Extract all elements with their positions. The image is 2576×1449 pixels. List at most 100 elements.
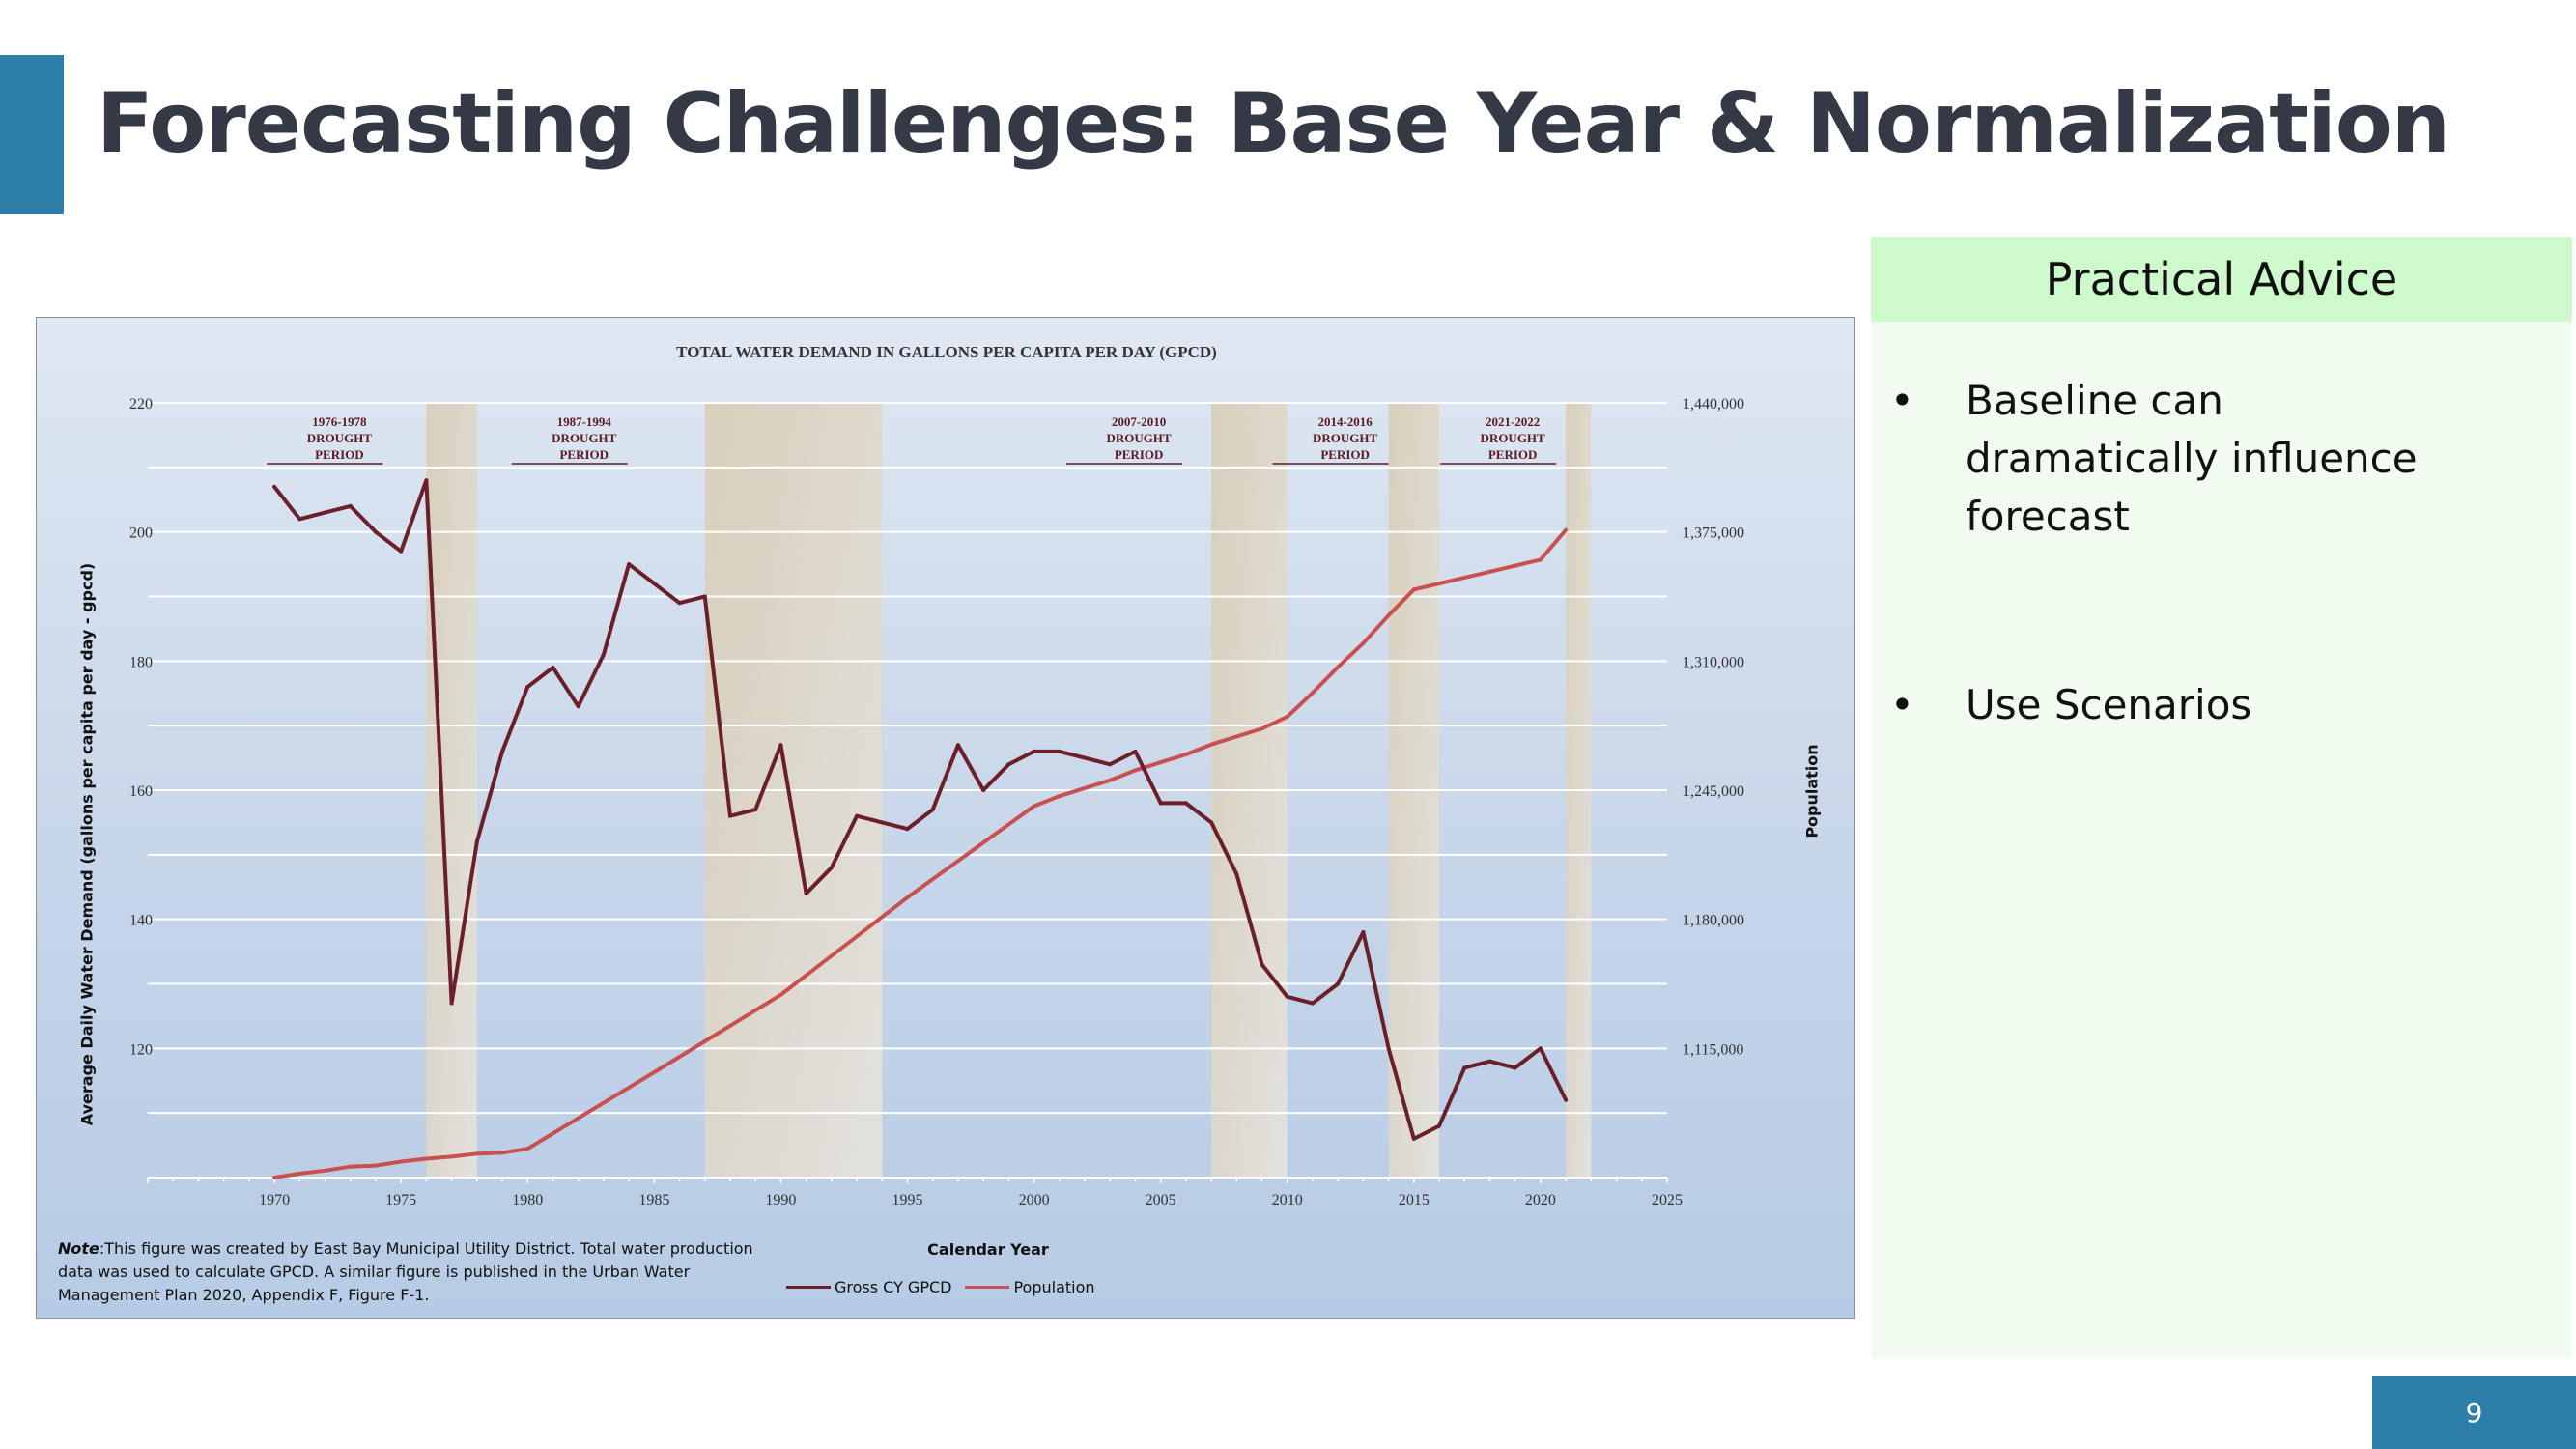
title-accent-bar xyxy=(0,55,64,214)
drought-label: PERIOD xyxy=(1488,447,1538,462)
gpcd-segment xyxy=(272,484,302,522)
drought-label: 1976-1978 xyxy=(312,414,367,429)
population-segment xyxy=(1462,569,1492,580)
advice-item-scenarios: • Use Scenarios xyxy=(1871,676,2429,734)
drought-label: PERIOD xyxy=(559,447,609,462)
chart-frame: TOTAL WATER DEMAND IN GALLONS PER CAPITA… xyxy=(36,317,1855,1319)
y-tick-label: 160 xyxy=(129,783,153,800)
drought-label: DROUGHT xyxy=(552,431,617,445)
gpcd-segment xyxy=(1133,749,1163,806)
chart-svg: 1970 1975 1980 1985 1990 1995 2000 2005 2010 2015… xyxy=(129,396,1744,1208)
population-segment xyxy=(348,1163,378,1169)
drought-label: 2014-2016 xyxy=(1317,414,1373,429)
bullet-icon: • xyxy=(1890,681,1914,728)
population-segment xyxy=(1487,563,1517,574)
gpcd-segment xyxy=(1057,749,1088,760)
gpcd-segment xyxy=(1462,1059,1492,1070)
advice-item-text: Baseline can dramatically influence fore… xyxy=(1966,377,2418,540)
legend-label-gpcd: Gross CY GPCD xyxy=(835,1278,952,1296)
population-segment xyxy=(905,804,1036,900)
gpcd-segment xyxy=(373,529,404,554)
gpcd-segment xyxy=(727,808,758,818)
advice-heading: Practical Advice xyxy=(1871,237,2572,322)
gpcd-segment xyxy=(399,478,429,554)
drought-label: 2007-2010 xyxy=(1112,414,1166,429)
y-tick-label: 220 xyxy=(129,396,153,412)
y-tick-label: 120 xyxy=(129,1041,153,1058)
population-segment xyxy=(1260,714,1289,731)
population-segment xyxy=(1336,640,1366,669)
population-segment xyxy=(424,1154,454,1161)
x-tick-label: 2020 xyxy=(1525,1192,1556,1208)
population-segment xyxy=(1032,794,1062,809)
gpcd-segment xyxy=(829,813,860,870)
population-segment xyxy=(1133,760,1163,773)
gpcd-segment xyxy=(880,820,910,832)
x-tick-label: 2010 xyxy=(1272,1192,1303,1208)
gpcd-segment xyxy=(1285,994,1315,1006)
x-axis-label: Calendar Year xyxy=(927,1240,1049,1259)
gpcd-segment xyxy=(474,749,505,844)
gpcd-segment xyxy=(652,582,682,606)
gpcd-segment xyxy=(1336,930,1366,986)
gpcd-segment xyxy=(1487,1059,1517,1070)
y-tick-label: 180 xyxy=(129,654,153,670)
drought-label: 1987-1994 xyxy=(557,414,612,429)
population-segment xyxy=(1437,575,1467,586)
gpcd-segment xyxy=(981,762,1011,792)
drought-label: PERIOD xyxy=(1320,447,1370,462)
gpcd-segment xyxy=(1437,1065,1467,1128)
x-tick-label: 1990 xyxy=(765,1192,796,1208)
gpcd-segment xyxy=(1513,1046,1543,1070)
chart-legend: Gross CY GPCD Population xyxy=(786,1278,1095,1296)
gpcd-segment xyxy=(449,839,479,1006)
population-segment xyxy=(500,1147,530,1155)
gpcd-segment xyxy=(1361,930,1391,1051)
gpcd-segment xyxy=(1183,801,1214,825)
gpcd-segment xyxy=(424,478,454,1006)
drought-label: DROUGHT xyxy=(1481,431,1546,445)
gpcd-segment xyxy=(348,503,378,534)
chart-title: TOTAL WATER DEMAND IN GALLONS PER CAPITA… xyxy=(676,343,1217,361)
gpcd-segment xyxy=(1310,981,1341,1006)
gpcd-segment xyxy=(576,652,606,709)
population-segment xyxy=(449,1151,479,1159)
y2-tick-label: 1,310,000 xyxy=(1683,654,1744,670)
y2-tick-label: 1,180,000 xyxy=(1683,913,1744,929)
population-segment xyxy=(652,992,783,1075)
gpcd-segment xyxy=(1411,1123,1442,1141)
population-segment xyxy=(1057,785,1088,799)
gpcd-segment xyxy=(1260,962,1289,999)
gpcd-segment xyxy=(500,685,530,753)
y2-axis-label: Population xyxy=(1802,744,1822,838)
gpcd-segment xyxy=(778,743,808,895)
x-tick-label: 1985 xyxy=(638,1192,669,1208)
gpcd-segment xyxy=(855,813,885,825)
x-tick-label: 1995 xyxy=(892,1192,923,1208)
chart-note-label: Note xyxy=(58,1239,99,1258)
population-segment xyxy=(1108,768,1138,782)
x-tick-label: 2025 xyxy=(1652,1192,1683,1208)
slide-title: Forecasting Challenges: Base Year & Norm… xyxy=(97,75,2450,172)
x-tick-label: 1980 xyxy=(512,1192,543,1208)
x-tick-label: 2000 xyxy=(1019,1192,1050,1208)
x-tick-label: 1975 xyxy=(385,1192,416,1208)
y-tick-label: 200 xyxy=(129,526,153,542)
gpcd-segment xyxy=(1083,755,1113,767)
gpcd-segment xyxy=(601,562,632,657)
legend-item-gpcd: Gross CY GPCD xyxy=(786,1278,951,1296)
legend-item-population: Population xyxy=(965,1278,1095,1296)
gpcd-segment xyxy=(955,743,986,792)
gpcd-segment xyxy=(627,562,657,586)
population-segment xyxy=(297,1168,327,1176)
y2-tick-label: 1,115,000 xyxy=(1683,1041,1743,1058)
gpcd-segment xyxy=(1386,1046,1416,1141)
drought-label: DROUGHT xyxy=(307,431,373,445)
legend-label-population: Population xyxy=(1013,1278,1095,1296)
gpcd-segment xyxy=(323,503,353,515)
drought-label: 2021-2022 xyxy=(1486,414,1540,429)
gpcd-segment xyxy=(1209,820,1239,876)
y2-tick-label: 1,375,000 xyxy=(1683,526,1744,542)
population-segment xyxy=(1158,752,1188,765)
gpcd-segment xyxy=(905,808,935,832)
